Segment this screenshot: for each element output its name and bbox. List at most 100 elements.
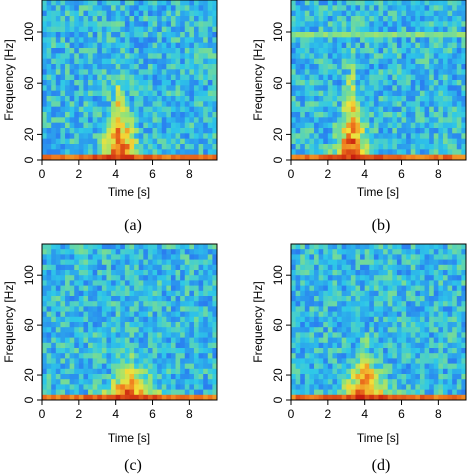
spectrogram-cell: [88, 264, 94, 271]
spectrogram-cell: [327, 337, 333, 344]
spectrogram-cell: [314, 144, 320, 150]
spectrogram-cell: [170, 285, 176, 292]
spectrogram-cell: [203, 384, 209, 390]
spectrogram-cell: [401, 270, 407, 276]
spectrogram-cell: [424, 394, 430, 400]
spectrogram-cell: [170, 280, 176, 286]
spectrogram-cell: [42, 363, 48, 370]
spectrogram-cell: [304, 37, 310, 44]
spectrogram-cell: [106, 379, 112, 385]
spectrogram-cell: [442, 332, 448, 338]
spectrogram-cell: [304, 259, 310, 266]
spectrogram-cell: [161, 128, 167, 134]
spectrogram-cell: [383, 280, 389, 286]
spectrogram-cell: [97, 270, 103, 276]
spectrogram-cell: [88, 69, 94, 76]
spectrogram-cell: [304, 374, 310, 380]
spectrogram-cell: [314, 10, 320, 17]
spectrogram-cell: [65, 74, 71, 81]
spectrogram-cell: [318, 264, 324, 271]
spectrogram-cell: [456, 368, 462, 375]
spectrogram-cell: [410, 5, 416, 12]
spectrogram-cell: [410, 358, 416, 364]
spectrogram-cell: [175, 368, 181, 375]
spectrogram-cell: [364, 133, 370, 140]
spectrogram-cell: [51, 16, 57, 22]
spectrogram-cell: [161, 327, 167, 333]
spectrogram-cell: [60, 368, 66, 375]
spectrogram-cell: [111, 254, 117, 260]
spectrogram-cell: [111, 133, 117, 140]
spectrogram-cell: [60, 53, 66, 60]
spectrogram-cell: [438, 53, 444, 60]
spectrogram-cell: [203, 32, 209, 38]
spectrogram-cell: [360, 122, 366, 129]
spectrogram-cell: [327, 379, 333, 385]
spectrogram-cell: [203, 10, 209, 17]
spectrogram-cell: [42, 389, 48, 396]
spectrogram-cell: [166, 342, 172, 349]
spectrogram-cell: [410, 264, 416, 271]
spectrogram-cell: [355, 117, 361, 124]
spectrogram-cell: [134, 117, 140, 124]
spectrogram-cell: [291, 10, 297, 17]
spectrogram-cell: [74, 280, 80, 286]
spectrogram-cell: [378, 16, 384, 22]
spectrogram-cell: [51, 394, 57, 400]
spectrogram-cell: [152, 144, 158, 150]
spectrogram-cell: [300, 264, 306, 271]
spectrogram-cell: [143, 337, 149, 344]
spectrogram-cell: [396, 259, 402, 266]
spectrogram-cell: [396, 42, 402, 49]
spectrogram-cell: [387, 5, 393, 12]
spectrogram-cell: [327, 122, 333, 129]
spectrogram-cell: [337, 337, 343, 344]
spectrogram-cell: [392, 244, 398, 250]
spectrogram-cell: [147, 342, 153, 349]
spectrogram-cell: [318, 74, 324, 81]
spectrogram-cell: [129, 106, 135, 113]
spectrogram-cell: [152, 270, 158, 276]
spectrogram-cell: [355, 363, 361, 370]
spectrogram-cell: [438, 42, 444, 49]
spectrogram-cell: [88, 327, 94, 333]
spectrogram-cell: [392, 290, 398, 297]
spectrogram-cell: [175, 64, 181, 70]
spectrogram-cell: [373, 53, 379, 60]
spectrogram-cell: [461, 58, 466, 65]
spectrogram-cell: [55, 122, 61, 129]
spectrogram-cell: [101, 290, 107, 297]
spectrogram-cell: [184, 249, 190, 255]
spectrogram-cell: [392, 21, 398, 28]
spectrogram-cell: [318, 48, 324, 54]
spectrogram-cell: [406, 117, 412, 124]
x-tick-label-b: 4: [361, 167, 368, 181]
spectrogram-cell: [452, 254, 458, 260]
spectrogram-cell: [291, 90, 297, 97]
spectrogram-cell: [429, 53, 435, 60]
spectrogram-cell: [207, 254, 213, 260]
spectrogram-cell: [65, 133, 71, 140]
spectrogram-cell: [147, 275, 153, 281]
spectrogram-cell: [184, 384, 190, 390]
spectrogram-cell: [300, 270, 306, 276]
spectrogram-cell: [115, 101, 121, 108]
spectrogram-cell: [120, 85, 126, 92]
spectrogram-cell: [401, 21, 407, 28]
spectrogram-cell: [401, 337, 407, 344]
spectrogram-cell: [198, 296, 204, 302]
spectrogram-cell: [97, 316, 103, 323]
spectrogram-cell: [101, 128, 107, 134]
spectrogram-cell: [207, 342, 213, 349]
spectrogram-cell: [410, 254, 416, 260]
spectrogram-cell: [143, 58, 149, 65]
spectrogram-cell: [166, 363, 172, 370]
spectrogram-cell: [438, 138, 444, 145]
spectrogram-cell: [350, 322, 356, 328]
spectrogram-cell: [406, 306, 412, 312]
spectrogram-cell: [143, 394, 149, 400]
spectrogram-cell: [447, 101, 453, 108]
spectrogram-cell: [65, 90, 71, 97]
spectrogram-cell: [51, 275, 57, 281]
spectrogram-cell: [212, 69, 217, 76]
